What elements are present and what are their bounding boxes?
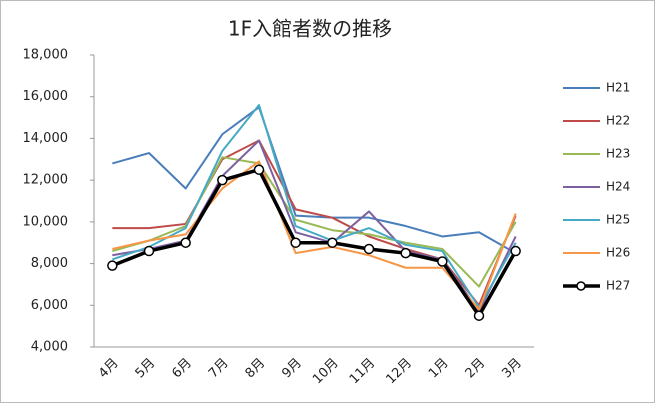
point (437, 256, 448, 267)
point (400, 247, 411, 259)
point (217, 174, 228, 186)
series-line (112, 106, 517, 255)
y-tick-label: 18,000 (23, 48, 69, 63)
point (327, 237, 338, 248)
chart-title: 1F入館者数の推移 (228, 17, 392, 41)
legend-label: H27 (606, 279, 630, 293)
y-tick-label: 6,000 (31, 298, 68, 313)
point (253, 164, 265, 175)
y-tick-label: 14,000 (23, 131, 69, 146)
point (510, 245, 521, 257)
y-tick-label: 10,000 (23, 214, 69, 229)
legend-label: H26 (606, 246, 630, 260)
point (107, 260, 118, 271)
series-line (112, 104, 517, 309)
series-line (112, 160, 517, 311)
point (180, 237, 191, 248)
point (473, 310, 485, 321)
legend-label: H22 (606, 114, 630, 128)
point (290, 237, 301, 248)
point (143, 245, 155, 257)
legend-label: H25 (606, 213, 630, 227)
legend-label: H23 (606, 147, 630, 161)
y-tick-label: 8,000 (31, 256, 68, 271)
legend-marker (576, 281, 586, 291)
legend-label: H21 (606, 81, 630, 95)
series-line (111, 167, 518, 318)
y-tick-label: 4,000 (31, 340, 68, 355)
series-line (112, 156, 517, 288)
y-tick-label: 16,000 (23, 89, 69, 104)
point (363, 243, 375, 255)
y-tick-label: 12,000 (23, 173, 69, 188)
legend-label: H24 (606, 180, 630, 194)
